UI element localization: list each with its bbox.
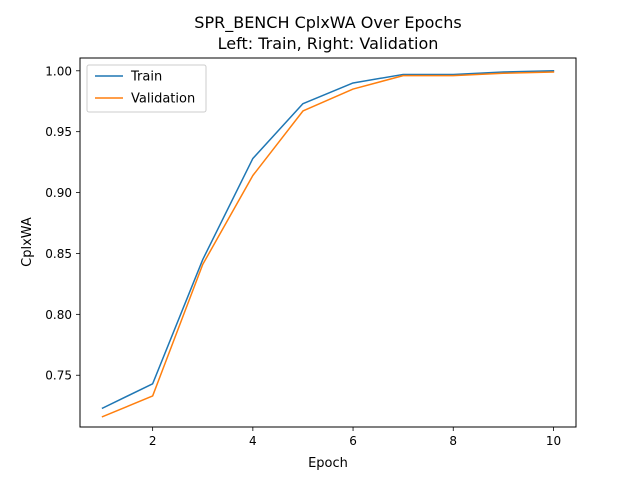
series-line-validation xyxy=(101,71,555,418)
x-tick-label: 4 xyxy=(249,434,257,448)
x-axis: 2 4 6 8 10 xyxy=(149,427,561,448)
x-tick-label: 6 xyxy=(349,434,357,448)
legend-label-validation: Validation xyxy=(131,92,195,107)
chart-title: SPR_BENCH CplxWA Over Epochs xyxy=(194,13,461,33)
plot-frame xyxy=(79,57,577,428)
y-tick-label: 0.85 xyxy=(45,247,72,261)
y-tick-label: 1.00 xyxy=(45,64,72,78)
x-tick-label: 10 xyxy=(546,434,561,448)
y-tick-label: 0.90 xyxy=(45,186,72,200)
x-axis-label: Epoch xyxy=(308,456,348,471)
y-axis: 0.75 0.80 0.85 0.90 0.95 1.00 xyxy=(45,64,80,383)
legend: Train Validation xyxy=(86,64,207,113)
legend-label-train: Train xyxy=(130,70,162,85)
y-axis-label: CplxWA xyxy=(20,217,35,267)
series-line-train xyxy=(101,70,555,410)
x-tick-label: 8 xyxy=(449,434,457,448)
y-tick-label: 0.75 xyxy=(45,369,72,383)
y-tick-label: 0.80 xyxy=(45,308,72,322)
chart-subtitle: Left: Train, Right: Validation xyxy=(218,34,439,53)
plot-area xyxy=(101,70,555,418)
y-tick-label: 0.95 xyxy=(45,125,72,139)
x-tick-label: 2 xyxy=(149,434,157,448)
